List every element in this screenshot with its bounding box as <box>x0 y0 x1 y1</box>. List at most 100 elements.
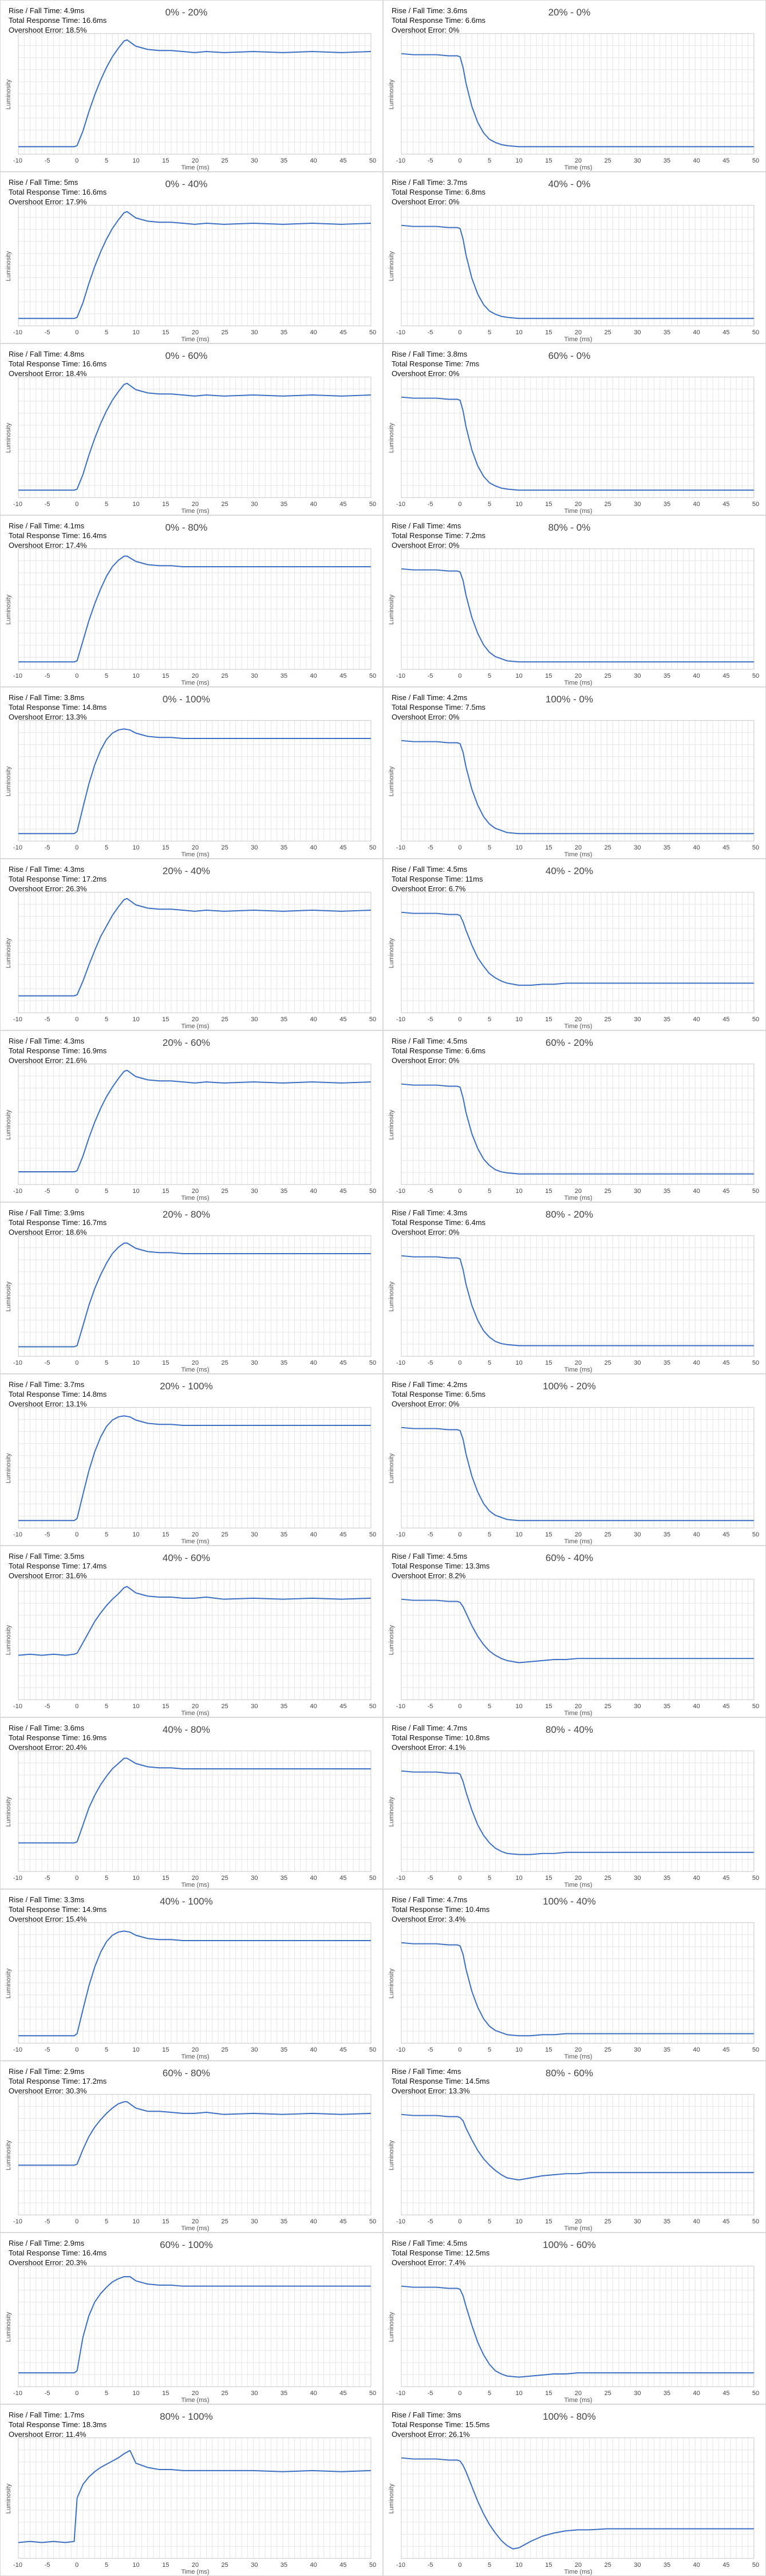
x-tick-label: 0 <box>458 2562 462 2569</box>
stat-line: Total Response Time: 7.2ms <box>392 531 486 540</box>
x-tick-label: 15 <box>162 2218 169 2225</box>
plot-area <box>401 205 755 326</box>
x-tick-label: 5 <box>487 1531 492 1538</box>
chart-panel: Rise / Fall Time: 4.7ms Total Response Ti… <box>383 1889 766 2061</box>
x-tick-label: 15 <box>545 2046 552 2053</box>
plot-frame <box>401 892 755 1013</box>
x-tick-label: 0 <box>75 157 79 164</box>
luminosity-line <box>401 2113 754 2181</box>
x-tick-label: 45 <box>339 2562 347 2569</box>
luminosity-line <box>18 1242 371 1348</box>
x-tick-label: 30 <box>634 673 641 679</box>
plot-frame <box>18 1064 372 1185</box>
x-tick-label: 15 <box>162 1188 169 1195</box>
x-tick-label: 35 <box>663 1016 671 1023</box>
x-tick-label: 50 <box>752 1360 760 1366</box>
stat-line: Rise / Fall Time: 4.2ms <box>392 693 468 702</box>
stat-line: Rise / Fall Time: 3.7ms <box>392 178 468 187</box>
plot-frame <box>18 33 372 155</box>
x-tick-label: -10 <box>396 1360 405 1366</box>
chart-panel: Rise / Fall Time: 3.5ms Total Response Ti… <box>0 1546 383 1717</box>
x-tick-label: 40 <box>310 2390 317 2397</box>
plot-area <box>18 1064 372 1185</box>
x-tick-label: -10 <box>396 1531 405 1538</box>
x-tick-label: 30 <box>251 1188 258 1195</box>
y-axis-label: Luminosity <box>388 1281 395 1312</box>
x-tick-label: 50 <box>752 2562 760 2569</box>
stat-line: Rise / Fall Time: 1.7ms <box>9 2411 85 2419</box>
luminosity-line <box>18 211 371 319</box>
stat-line: Overshoot Error: 18.5% <box>9 26 87 34</box>
y-axis-label: Luminosity <box>388 2312 395 2342</box>
x-tick-label: 5 <box>487 1360 492 1366</box>
x-tick-label: 15 <box>545 1875 552 1882</box>
x-tick-label: 20 <box>574 2390 582 2397</box>
x-tick-label: 40 <box>693 1531 700 1538</box>
y-axis-label: Luminosity <box>388 1625 395 1656</box>
x-tick-label: 35 <box>663 1360 671 1366</box>
plot-area <box>18 548 372 670</box>
x-axis-label: Time (ms) <box>564 851 593 858</box>
plot-frame <box>18 377 372 498</box>
chart-panel: Rise / Fall Time: 4.5ms Total Response Ti… <box>383 1030 766 1202</box>
stat-line: Rise / Fall Time: 4.5ms <box>392 865 468 874</box>
plot-area <box>401 1751 755 1872</box>
stat-line: Rise / Fall Time: 4.1ms <box>9 521 85 530</box>
x-tick-label: 50 <box>369 2390 377 2397</box>
stat-line: Total Response Time: 16.9ms <box>9 1733 107 1742</box>
plot-frame <box>18 720 372 841</box>
x-tick-label: 50 <box>369 1531 377 1538</box>
x-tick-label: 15 <box>545 1360 552 1366</box>
x-tick-label: 40 <box>693 1016 700 1023</box>
chart-title: 40% - 0% <box>548 179 591 189</box>
x-tick-label: 5 <box>104 1360 109 1366</box>
x-tick-label: -10 <box>396 844 405 851</box>
x-tick-label: 35 <box>663 2218 671 2225</box>
x-tick-label: 40 <box>693 673 700 679</box>
plot-area <box>18 1922 372 2044</box>
x-tick-label: 25 <box>221 1360 228 1366</box>
x-tick-label: -5 <box>427 329 433 336</box>
chart-panel: Rise / Fall Time: 4.3ms Total Response Ti… <box>0 1030 383 1202</box>
stat-line: Overshoot Error: 13.3% <box>392 2087 470 2095</box>
x-tick-label: 10 <box>132 2562 140 2569</box>
x-tick-label: 45 <box>722 1360 730 1366</box>
x-tick-label: 40 <box>693 329 700 336</box>
y-axis-label: Luminosity <box>388 422 395 453</box>
x-tick-label: 25 <box>604 2046 611 2053</box>
chart-panel: Rise / Fall Time: 4.8ms Total Response Ti… <box>0 343 383 515</box>
x-tick-label: 5 <box>104 2562 109 2569</box>
y-axis-label: Luminosity <box>388 938 395 969</box>
x-tick-label: 0 <box>458 157 462 164</box>
x-tick-label: 50 <box>369 1875 377 1882</box>
x-tick-label: -5 <box>427 1016 433 1023</box>
luminosity-line <box>401 1255 754 1346</box>
stat-line: Overshoot Error: 31.6% <box>9 1571 87 1580</box>
x-axis-label: Time (ms) <box>181 508 210 515</box>
x-tick-label: -10 <box>396 673 405 679</box>
x-tick-label: 30 <box>251 1875 258 1882</box>
x-tick-label: 45 <box>339 157 347 164</box>
x-tick-label: 35 <box>280 1875 288 1882</box>
x-tick-label: 50 <box>369 2046 377 2053</box>
x-tick-label: 10 <box>515 1703 523 1710</box>
x-tick-label: -10 <box>396 1188 405 1195</box>
chart-panel: Rise / Fall Time: 3.7ms Total Response Ti… <box>383 172 766 343</box>
x-tick-label: 10 <box>132 2046 140 2053</box>
x-tick-label: 40 <box>693 1875 700 1882</box>
x-tick-label: 10 <box>132 157 140 164</box>
x-axis-label: Time (ms) <box>181 336 210 343</box>
chart-panel: Rise / Fall Time: 3.3ms Total Response Ti… <box>0 1889 383 2061</box>
x-tick-label: 15 <box>162 329 169 336</box>
x-tick-label: 20 <box>574 844 582 851</box>
stat-line: Total Response Time: 16.6ms <box>9 359 107 368</box>
x-axis-label: Time (ms) <box>181 2569 210 2575</box>
stat-line: Total Response Time: 17.2ms <box>9 2077 107 2085</box>
x-tick-label: 30 <box>251 157 258 164</box>
x-tick-label: -5 <box>44 2218 50 2225</box>
plot-frame <box>401 1579 755 1700</box>
luminosity-line <box>401 740 754 835</box>
x-tick-label: 0 <box>458 501 462 508</box>
x-tick-label: 35 <box>663 329 671 336</box>
x-tick-label: 0 <box>75 1875 79 1882</box>
